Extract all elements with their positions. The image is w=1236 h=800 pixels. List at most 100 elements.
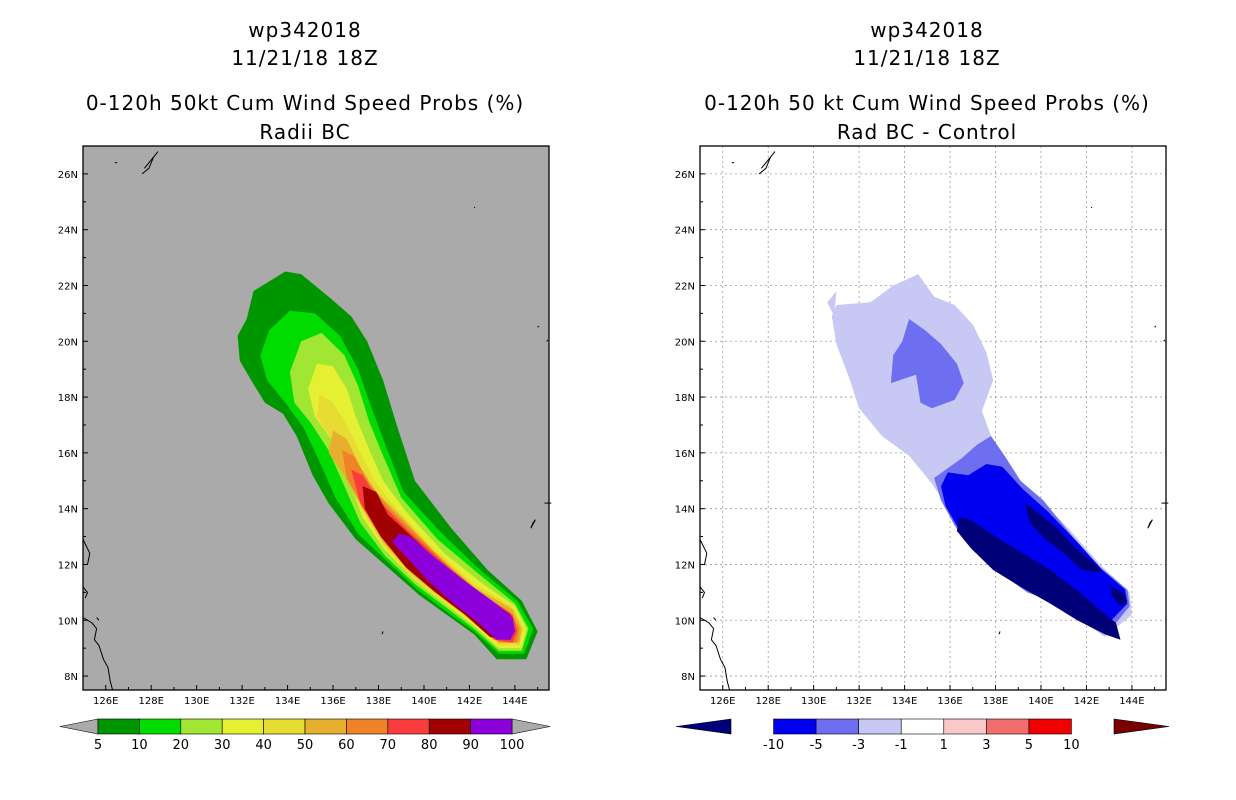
left-colorbar-swatch-1 (139, 718, 182, 735)
right-contour-5-level-neg10 (956, 517, 1121, 640)
left-ytick-label-26N: 26N (58, 170, 78, 181)
right-ytick-label-22N: 22N (675, 281, 695, 292)
right-ytick-label-18N: 18N (675, 393, 695, 404)
right-colorbar-right-arrow (1113, 718, 1170, 735)
left-colorbar-label-3: 30 (214, 738, 231, 753)
right-coastline-10 (713, 617, 717, 621)
right-xtick-label-134E: 134E (892, 696, 917, 707)
right-title-storm-id: wp342018 (870, 18, 984, 42)
left-xtick-label-142E: 142E (457, 696, 482, 707)
left-coastline-1 (141, 151, 159, 175)
right-xtick-label-138E: 138E (983, 696, 1008, 707)
right-colorbar-swatch-3 (858, 718, 902, 735)
right-colorbar-label-2: -3 (852, 738, 865, 753)
right-coastline-3 (1163, 339, 1166, 342)
right-colorbar-label-1: -5 (810, 738, 823, 753)
left-contour-9-level-90 (392, 533, 515, 640)
left-colorbar-label-10: 100 (500, 738, 525, 753)
left-coastline-10 (96, 617, 100, 621)
right-xtick-label-140E: 140E (1028, 696, 1053, 707)
left-xtick-label-136E: 136E (320, 696, 345, 707)
right-contour-4-level-neg5 (941, 464, 1128, 621)
left-axis-ticks: 126E 128E 130E 132E 134E 136E 138E 140E 142E 144E… (58, 145, 539, 707)
left-xtick-label-126E: 126E (93, 696, 118, 707)
right-title-subtitle: Rad BC - Control (836, 120, 1018, 144)
left-chart-svg: 126E 128E 130E 132E 134E 136E 138E 140E 142E 144E… (58, 145, 552, 753)
right-xtick-label-126E: 126E (710, 696, 735, 707)
left-chart-panel: wp342018 11/21/18 18Z 0-120h 50kt Cum Wi… (0, 0, 610, 800)
right-contour-6-level-neg10 (1025, 503, 1103, 573)
left-colorbar-label-7: 70 (380, 738, 397, 753)
right-title-date: 11/21/18 18Z (853, 46, 1001, 70)
right-colorbar-swatch-2 (815, 718, 859, 735)
right-ytick-label-12N: 12N (675, 560, 695, 571)
left-colorbar: 5 10 20 30 40 50 60 70 80 90 100 (59, 718, 551, 753)
right-ytick-label-14N: 14N (675, 505, 695, 516)
left-ytick-label-18N: 18N (58, 393, 78, 404)
right-colorbar-label-4: 1 (940, 738, 948, 753)
right-xtick-label-132E: 132E (846, 696, 871, 707)
right-chart-panel: wp342018 11/21/18 18Z 0-120h 50 kt Cum W… (618, 0, 1236, 800)
left-ytick-label-22N: 22N (58, 281, 78, 292)
right-colorbar-swatch-4 (900, 718, 945, 735)
right-coastline-8 (699, 586, 706, 599)
right-ytick-label-26N: 26N (675, 170, 695, 181)
left-colorbar-swatch-5 (304, 718, 347, 735)
left-coastlines (82, 151, 552, 691)
left-ytick-label-8N: 8N (64, 672, 78, 683)
right-ytick-label-20N: 20N (675, 337, 695, 348)
left-ytick-label-12N: 12N (58, 560, 78, 571)
left-title-date: 11/21/18 18Z (231, 46, 379, 70)
left-coastline-11 (381, 631, 384, 635)
left-plot-frame (82, 145, 550, 691)
left-colorbar-swatch-7 (387, 718, 430, 735)
right-ytick-label-8N: 8N (681, 672, 695, 683)
left-colorbar-swatch-3 (221, 718, 264, 735)
left-ytick-label-24N: 24N (58, 226, 78, 237)
left-contour-4-level-40 (317, 394, 524, 646)
right-coastline-6 (1147, 519, 1153, 529)
left-colorbar-label-2: 20 (173, 738, 190, 753)
right-axis-ticks: 126E 128E 130E 132E 134E 136E 138E 140E 142E 144E… (675, 145, 1156, 707)
left-colorbar-left-arrow (59, 718, 99, 735)
left-ytick-label-14N: 14N (58, 505, 78, 516)
left-coastline-8 (82, 586, 89, 599)
right-colorbar-label-5: 3 (982, 738, 990, 753)
left-ytick-label-10N: 10N (58, 616, 78, 627)
right-ytick-label-10N: 10N (675, 616, 695, 627)
right-xtick-label-142E: 142E (1074, 696, 1099, 707)
right-coastlines (699, 151, 1169, 691)
left-colorbar-label-5: 50 (297, 738, 314, 753)
right-contours (827, 274, 1132, 640)
left-colorbar-label-9: 90 (462, 738, 479, 753)
left-xtick-label-132E: 132E (229, 696, 254, 707)
left-contours (237, 271, 538, 660)
left-xtick-label-138E: 138E (366, 696, 391, 707)
left-title-storm-id: wp342018 (248, 18, 362, 42)
right-chart-svg: 126E 128E 130E 132E 134E 136E 138E 140E 142E 144E… (675, 145, 1170, 753)
right-colorbar-label-0: -10 (763, 738, 784, 753)
right-title-product: 0-120h 50 kt Cum Wind Speed Probs (%) (704, 91, 1150, 115)
left-colorbar-label-6: 60 (338, 738, 355, 753)
left-xtick-label-130E: 130E (184, 696, 209, 707)
left-coastline-9 (82, 617, 114, 691)
right-coastline-1 (758, 151, 776, 175)
right-contour-1-level-neg1 (827, 291, 837, 317)
right-xtick-label-144E: 144E (1119, 696, 1144, 707)
left-colorbar-label-8: 80 (421, 738, 438, 753)
right-colorbar-swatch-7 (1028, 718, 1072, 735)
left-ytick-label-16N: 16N (58, 449, 78, 460)
left-ytick-label-20N: 20N (58, 337, 78, 348)
left-colorbar-right-arrow (511, 718, 551, 735)
right-ytick-label-24N: 24N (675, 226, 695, 237)
left-title-product: 0-120h 50kt Cum Wind Speed Probs (%) (85, 91, 525, 115)
left-colorbar-swatch-9 (470, 718, 513, 735)
left-colorbar-swatch-8 (428, 718, 471, 735)
right-colorbar-left-arrow (675, 718, 732, 735)
right-colorbar: -10 -5 -3 -1 1 3 5 10 (675, 718, 1170, 753)
right-plot-frame (699, 145, 1167, 691)
right-xtick-label-130E: 130E (801, 696, 826, 707)
right-xtick-label-128E: 128E (755, 696, 780, 707)
left-colorbar-label-0: 5 (94, 738, 102, 753)
right-colorbar-swatch-1 (773, 718, 817, 735)
